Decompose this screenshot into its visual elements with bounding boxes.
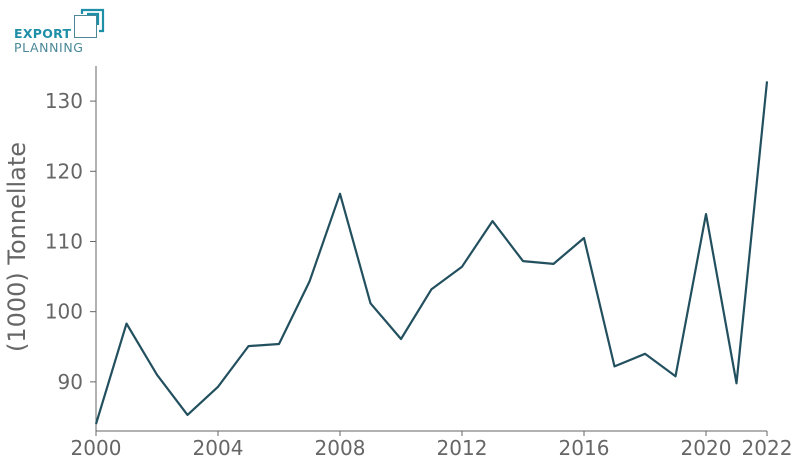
x-tick-label: 2012 [437, 436, 488, 460]
y-tick-label: 130 [45, 89, 83, 113]
logo-text-planning: PLANNING [14, 40, 84, 55]
x-tick-label: 2004 [193, 436, 244, 460]
y-tick-label: 90 [58, 370, 83, 394]
logo-text-export: EXPORT [14, 26, 72, 41]
x-tick-label: 2020 [681, 436, 732, 460]
x-tick-label: 2022 [742, 436, 793, 460]
series-line [94, 81, 769, 425]
x-tick-label: 2000 [71, 436, 122, 460]
y-axis-label: (1000) Tonnellate [3, 142, 31, 352]
x-tick-label: 2008 [315, 436, 366, 460]
export-planning-logo: EXPORT PLANNING [14, 8, 109, 58]
y-tick-label: 100 [45, 300, 83, 324]
logo-square-icon [74, 8, 105, 38]
y-tick-label: 120 [45, 159, 83, 183]
y-tick-label: 110 [45, 229, 83, 253]
chart-axes: 90 100 110 120 130 2000 2004 2008 2012 2016 2020 20… [45, 66, 793, 460]
x-tick-label: 2016 [559, 436, 610, 460]
chart-series [94, 81, 769, 425]
